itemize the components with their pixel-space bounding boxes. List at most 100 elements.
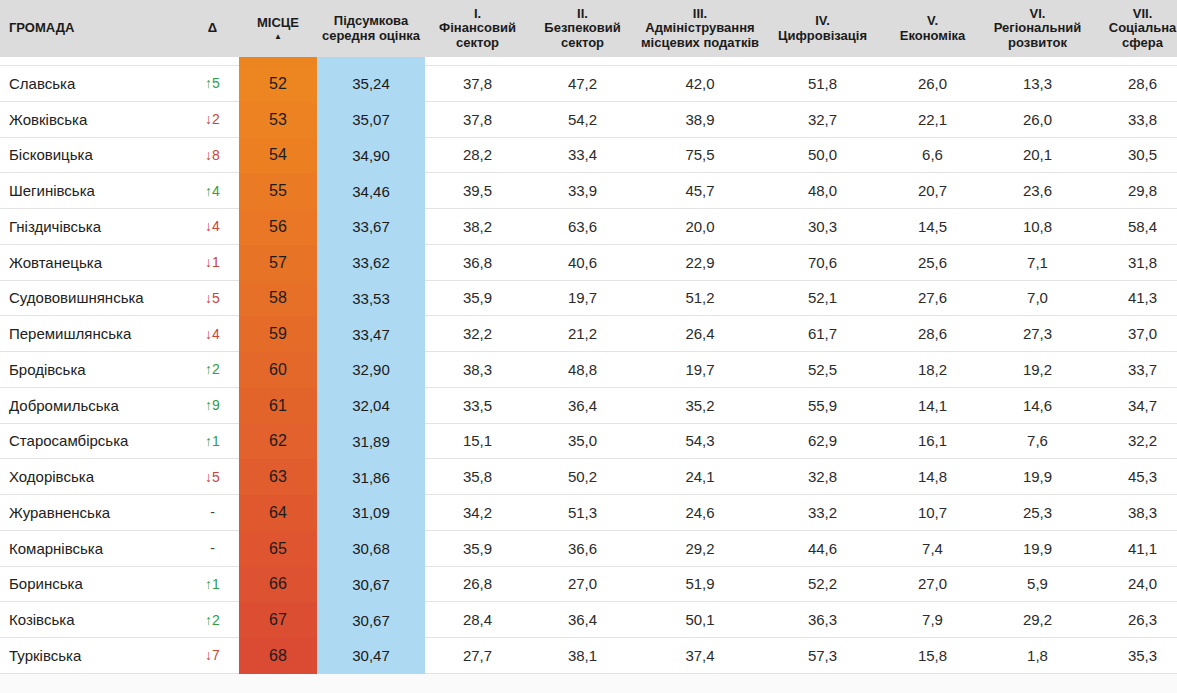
sector-value-finance: 28,4: [425, 602, 530, 638]
rank-change: ↑2: [186, 352, 239, 388]
column-header-place[interactable]: МІСЦЕ ▲: [239, 0, 317, 57]
sector-value-economy: 22,1: [880, 102, 985, 138]
table-row: Журавненська - 64 31,09 34,2 51,3 24,6 3…: [0, 495, 1177, 531]
sector-value-finance: 33,5: [425, 388, 530, 424]
sector-value-finance: 37,8: [425, 102, 530, 138]
column-header-total-score[interactable]: Підсумкова середня оцінка: [317, 0, 425, 57]
community-name: Шегинівська: [0, 173, 186, 209]
column-header-regional-development[interactable]: VI. Регіональний розвиток: [985, 0, 1090, 57]
sector-value-regional-development: 29,2: [985, 602, 1090, 638]
column-header-economy[interactable]: V. Економіка: [880, 0, 985, 57]
partial-delta-cell: [186, 57, 239, 66]
sector-value-security: 21,2: [530, 316, 635, 352]
community-name: Старосамбірська: [0, 424, 186, 460]
sector-value-security: 63,6: [530, 209, 635, 245]
sector-value-digitalization: 33,2: [765, 495, 880, 531]
sector-value-digitalization: 62,9: [765, 424, 880, 460]
rank-badge: 63: [239, 459, 317, 495]
column-header-label: Адміністрування місцевих податків: [635, 21, 765, 49]
column-header-security[interactable]: II. Безпековий сектор: [530, 0, 635, 57]
sector-value-local-taxes: 24,1: [635, 459, 765, 495]
sector-value-digitalization: 52,5: [765, 352, 880, 388]
sector-value-social-sphere: 29,8: [1090, 173, 1177, 209]
rank-change: ↑2: [186, 602, 239, 638]
column-header-label: Підсумкова середня оцінка: [317, 14, 425, 42]
sector-value-economy: 27,0: [880, 567, 985, 603]
community-name: Боринська: [0, 567, 186, 603]
partial-rank-cell: [239, 57, 317, 66]
sector-value-digitalization: 32,8: [765, 459, 880, 495]
sector-value-security: 33,4: [530, 138, 635, 174]
sector-value-security: 48,8: [530, 352, 635, 388]
column-header-local-taxes[interactable]: III. Адміністрування місцевих податків: [635, 0, 765, 57]
sector-value-local-taxes: 42,0: [635, 66, 765, 102]
community-name: Козівська: [0, 602, 186, 638]
sector-value-local-taxes: 22,9: [635, 245, 765, 281]
sector-value-local-taxes: 51,2: [635, 281, 765, 317]
total-score: 33,53: [317, 281, 425, 317]
sector-value-finance: 38,3: [425, 352, 530, 388]
sector-value-economy: 26,0: [880, 66, 985, 102]
rank-change: -: [186, 531, 239, 567]
sort-ascending-icon: ▲: [274, 33, 282, 41]
column-header-label: Безпековий сектор: [530, 21, 635, 49]
column-header-digitalization[interactable]: IV. Цифровізація: [765, 0, 880, 57]
column-header-label: ГРОМАДА: [9, 21, 74, 35]
sector-value-finance: 28,2: [425, 138, 530, 174]
sector-value-regional-development: 7,0: [985, 281, 1090, 317]
sector-value-social-sphere: 30,5: [1090, 138, 1177, 174]
sector-value-digitalization: 44,6: [765, 531, 880, 567]
table-row: Славська ↑5 52 35,24 37,8 47,2 42,0 51,8…: [0, 66, 1177, 102]
sector-value-social-sphere: 34,7: [1090, 388, 1177, 424]
sector-value-social-sphere: 45,3: [1090, 459, 1177, 495]
table-body: Славська ↑5 52 35,24 37,8 47,2 42,0 51,8…: [0, 66, 1177, 674]
total-score: 30,67: [317, 567, 425, 603]
rank-badge: 52: [239, 66, 317, 102]
community-name: Журавненська: [0, 495, 186, 531]
column-header-label: Фінансовий сектор: [425, 21, 530, 49]
sector-value-regional-development: 5,9: [985, 567, 1090, 603]
community-name: Бродівська: [0, 352, 186, 388]
sector-value-regional-development: 19,9: [985, 459, 1090, 495]
sector-value-digitalization: 50,0: [765, 138, 880, 174]
sector-value-regional-development: 19,9: [985, 531, 1090, 567]
sector-value-security: 40,6: [530, 245, 635, 281]
rank-change: -: [186, 495, 239, 531]
sector-value-finance: 39,5: [425, 173, 530, 209]
table-row: Комарнівська - 65 30,68 35,9 36,6 29,2 4…: [0, 531, 1177, 567]
column-header-community[interactable]: ГРОМАДА: [0, 0, 186, 57]
sector-value-economy: 16,1: [880, 424, 985, 460]
rank-badge: 68: [239, 638, 317, 674]
sector-value-digitalization: 61,7: [765, 316, 880, 352]
rank-change: ↓7: [186, 638, 239, 674]
sector-value-finance: 32,2: [425, 316, 530, 352]
sector-value-digitalization: 48,0: [765, 173, 880, 209]
column-header-numeral: IV.: [815, 14, 830, 28]
sector-value-social-sphere: 33,7: [1090, 352, 1177, 388]
sector-value-local-taxes: 20,0: [635, 209, 765, 245]
total-score: 30,47: [317, 638, 425, 674]
column-header-finance[interactable]: I. Фінансовий сектор: [425, 0, 530, 57]
sector-value-security: 51,3: [530, 495, 635, 531]
sector-value-social-sphere: 26,3: [1090, 602, 1177, 638]
sector-value-finance: 36,8: [425, 245, 530, 281]
sector-value-economy: 7,4: [880, 531, 985, 567]
sector-value-security: 33,9: [530, 173, 635, 209]
rank-badge: 54: [239, 138, 317, 174]
table-row: Жовтанецька ↓1 57 33,62 36,8 40,6 22,9 7…: [0, 245, 1177, 281]
sector-value-security: 19,7: [530, 281, 635, 317]
rank-change: ↓5: [186, 459, 239, 495]
sector-value-finance: 37,8: [425, 66, 530, 102]
total-score: 33,62: [317, 245, 425, 281]
column-header-delta[interactable]: Δ: [186, 0, 239, 57]
column-header-numeral: II.: [577, 7, 588, 21]
sector-value-regional-development: 23,6: [985, 173, 1090, 209]
total-score: 33,67: [317, 209, 425, 245]
sector-value-local-taxes: 50,1: [635, 602, 765, 638]
column-header-social-sphere[interactable]: VII. Соціальна сфера: [1090, 0, 1177, 57]
sector-value-finance: 26,8: [425, 567, 530, 603]
sector-value-social-sphere: 33,8: [1090, 102, 1177, 138]
rank-badge: 55: [239, 173, 317, 209]
rank-change: ↑1: [186, 567, 239, 603]
table-row: Бісковицька ↓8 54 34,90 28,2 33,4 75,5 5…: [0, 138, 1177, 174]
